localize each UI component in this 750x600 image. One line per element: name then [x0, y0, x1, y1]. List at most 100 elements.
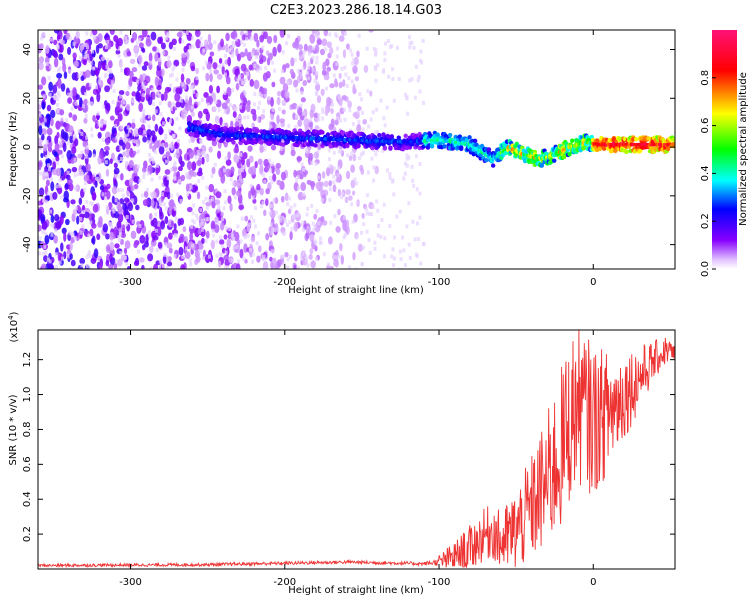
- heatmap-cell: [302, 49, 306, 54]
- snr-multiplier-exp: 4: [7, 315, 15, 320]
- heatmap-cell: [65, 218, 70, 226]
- heatmap-cell: [205, 72, 210, 82]
- heatmap-cell: [65, 118, 69, 123]
- heatmap-cell: [215, 239, 219, 244]
- heatmap-x-ticks: -300 -200 -100 0: [119, 30, 596, 288]
- heatmap-cell: [116, 187, 120, 192]
- heatmap-cell: [40, 76, 47, 86]
- heatmap-cell: [354, 267, 358, 269]
- heatmap-cell: [374, 67, 378, 72]
- heatmap-cell: [307, 76, 311, 81]
- heatmap-cell: [249, 183, 253, 188]
- heatmap-cell: [155, 228, 159, 233]
- heatmap-cell: [232, 43, 236, 48]
- heatmap-cell: [332, 150, 336, 155]
- heatmap-cell: [87, 233, 91, 238]
- heatmap-cell: [238, 176, 242, 181]
- heatmap-cell: [202, 48, 206, 53]
- heatmap-cell: [422, 241, 426, 246]
- heatmap-cell: [230, 166, 235, 174]
- heatmap-cell: [71, 166, 78, 173]
- heatmap-cell: [362, 222, 366, 227]
- heatmap-cell: [267, 96, 271, 101]
- heatmap-cell: [329, 83, 335, 89]
- heatmap-cell: [317, 221, 321, 226]
- heatmap-cell: [70, 259, 76, 267]
- heatmap-cell: [292, 215, 296, 220]
- heatmap-cell: [114, 243, 120, 249]
- heatmap-cell: [85, 199, 89, 204]
- heatmap-cell: [77, 153, 83, 159]
- heatmap-cell: [320, 130, 325, 135]
- heatmap-cell: [166, 60, 172, 68]
- heatmap-cell: [99, 149, 104, 160]
- heatmap-cell: [201, 227, 205, 232]
- heatmap-cell: [252, 198, 257, 204]
- heatmap-cell: [379, 98, 383, 103]
- heatmap-cell: [429, 143, 435, 148]
- heatmap-cell: [313, 224, 317, 229]
- heatmap-cell: [185, 183, 190, 192]
- heatmap-cell: [137, 127, 143, 136]
- heatmap-cell: [360, 230, 364, 235]
- heatmap-cell: [126, 125, 130, 130]
- heatmap-cell: [263, 142, 267, 147]
- heatmap-cell: [235, 244, 239, 249]
- heatmap-cell: [262, 261, 269, 269]
- heatmap-cell: [357, 105, 362, 112]
- heatmap-cell: [119, 251, 123, 256]
- heatmap-cell: [190, 224, 194, 229]
- heatmap-cell: [333, 259, 339, 267]
- heatmap-cell: [127, 85, 131, 90]
- heatmap-cell: [79, 230, 83, 235]
- heatmap-cell: [188, 258, 192, 263]
- heatmap-cell: [303, 43, 308, 52]
- heatmap-cell: [263, 158, 269, 167]
- heatmap-cell: [223, 189, 227, 194]
- colorbar-label: Normalized spectral amplitude: [738, 72, 749, 226]
- heatmap-cell: [148, 213, 153, 220]
- heatmap-cell: [160, 192, 164, 197]
- heatmap-cell: [195, 255, 201, 263]
- heatmap-cell: [375, 199, 379, 204]
- heatmap-cell: [166, 32, 170, 37]
- heatmap-cell: [74, 186, 78, 191]
- heatmap-cell: [411, 178, 415, 183]
- heatmap-cell: [56, 45, 60, 50]
- heatmap-cell: [42, 144, 48, 152]
- heatmap-cell: [108, 72, 114, 80]
- heatmap-cell: [415, 187, 419, 192]
- heatmap-cell: [123, 197, 130, 203]
- heatmap-cell: [283, 217, 287, 222]
- heatmap-cell: [238, 74, 242, 79]
- heatmap-cell: [202, 200, 206, 205]
- heatmap-cell: [124, 240, 131, 249]
- heatmap-cell: [250, 165, 257, 176]
- heatmap-cell: [241, 168, 245, 173]
- heatmap-cell: [350, 164, 356, 173]
- heatmap-cell: [370, 212, 374, 217]
- heatmap-cell: [105, 149, 109, 156]
- heatmap-cell: [38, 62, 44, 71]
- heatmap-cell: [157, 241, 163, 249]
- heatmap-cell: [382, 116, 386, 121]
- heatmap-cell: [67, 92, 71, 97]
- heatmap-cell: [301, 53, 305, 58]
- heatmap-cell: [252, 218, 256, 223]
- heatmap-cell: [297, 186, 301, 191]
- heatmap-cell: [58, 39, 62, 44]
- heatmap-cell: [268, 211, 272, 216]
- heatmap-cell: [212, 62, 218, 70]
- heatmap-cell: [459, 146, 464, 152]
- heatmap-cell: [47, 75, 51, 80]
- heatmap-cell: [223, 168, 227, 173]
- heatmap-cell: [72, 52, 77, 60]
- heatmap-cell: [294, 124, 298, 129]
- heatmap-cell: [121, 224, 126, 232]
- heatmap-cell: [305, 149, 309, 154]
- heatmap-cell: [405, 153, 409, 158]
- heatmap-cell: [56, 108, 60, 113]
- heatmap-cell: [352, 112, 357, 118]
- heatmap-cell: [141, 65, 148, 71]
- heatmap-cell: [198, 222, 202, 227]
